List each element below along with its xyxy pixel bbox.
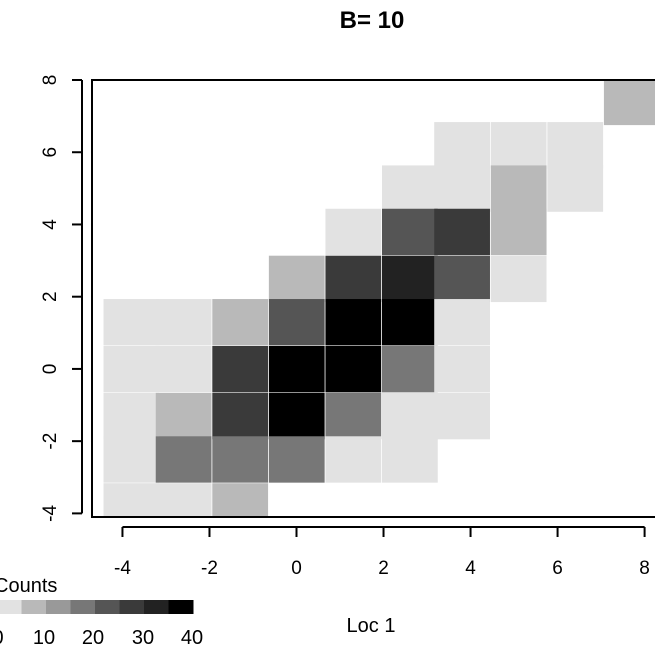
x-tick-label: 2 [378,558,389,579]
x-axis: -4 -2 0 2 4 6 8 [114,526,650,579]
heatmap-cell [155,299,212,346]
y-tick-label: -4 [40,505,61,522]
legend-swatch [21,600,47,614]
heatmap-cell [325,299,382,346]
heatmap-cell [603,80,655,126]
x-tick-label: -2 [201,558,218,579]
heatmap-cell [382,436,438,483]
heatmap-cell [103,392,160,440]
legend-labels: 0 10 20 30 40 [0,627,203,649]
legend-swatch [144,600,169,614]
heatmap-cell [268,345,325,393]
y-tick-label: 2 [40,291,61,302]
legend-label: 10 [33,627,55,649]
heatmap-cell [325,208,382,256]
heatmap-cell [325,392,382,440]
heatmap-cell [382,299,438,346]
x-tick-label: 0 [291,558,302,579]
heatmap-cell [155,392,212,440]
y-tick-label: -2 [40,433,61,450]
heatmap-cell [382,165,438,212]
legend-label: 30 [132,627,154,649]
y-tick-label: 4 [40,219,61,230]
legend-title: Counts [0,575,57,597]
chart-title: B= 10 [340,7,405,34]
y-tick-label: 6 [40,147,61,158]
heatmap-cell [547,165,604,212]
legend-label: 40 [181,627,203,649]
heatmap-cell [103,436,160,483]
heatmap-cell [155,436,212,483]
heatmap-cell [212,299,269,346]
y-tick-label: 8 [40,75,61,86]
heatmap-cell [325,436,382,483]
heatmap-cell [490,255,547,303]
x-tick-label: 6 [552,558,563,579]
legend-swatch [46,600,71,614]
heatmap-cell [268,299,325,346]
heatmap-cell [490,122,547,169]
x-axis-label: Loc 1 [347,615,396,637]
y-axis: -4 -2 0 2 4 6 8 [40,75,83,522]
legend-label: 0 [0,627,4,649]
heatmap-cell [382,208,438,256]
legend-swatch [168,600,194,614]
heatmap-cell [103,299,160,346]
heatmap-cell [490,208,547,256]
heatmap-cell [103,483,160,517]
heatmap-cell [212,483,269,517]
heatmap-cell [490,165,547,212]
heatmap-cell [325,345,382,393]
legend-swatch [0,600,22,614]
heatmap-cell [382,345,438,393]
x-tick-label: -4 [114,558,131,579]
heatmap-cell [155,345,212,393]
heatmap-cell [212,392,269,440]
heatmap-cell [434,299,490,346]
heatmap-cell [325,255,382,303]
heatmap-cell [434,392,490,440]
heatmap-cell [434,165,490,212]
heatmap-cell [268,255,325,303]
heatmap-cell [155,483,212,517]
heatmap-cell [434,345,490,393]
heatmap-cell [382,392,438,440]
plot-frame [91,79,655,518]
legend-label: 20 [82,627,104,649]
heatmap-cell [268,392,325,440]
counts-legend: Counts 0 10 20 30 40 [0,575,203,649]
heatmap-cell [212,345,269,393]
heatmap-cell [434,122,490,169]
y-tick-label: 0 [40,364,61,375]
heatmap-cell [212,436,269,483]
legend-swatch [119,600,145,614]
legend-swatch [70,600,96,614]
heatmap-cell [382,255,438,303]
heatmap-cell [268,436,325,483]
x-tick-label: 4 [465,558,476,579]
heatmap-cell [103,345,160,393]
x-tick-label: 8 [639,558,650,579]
legend-swatch [95,600,120,614]
heatmap-cell [434,208,490,256]
heatmap-cell [547,122,604,169]
legend-swatches [0,600,194,614]
heatmap-cell [434,255,490,303]
heatmap-cells [103,80,655,517]
